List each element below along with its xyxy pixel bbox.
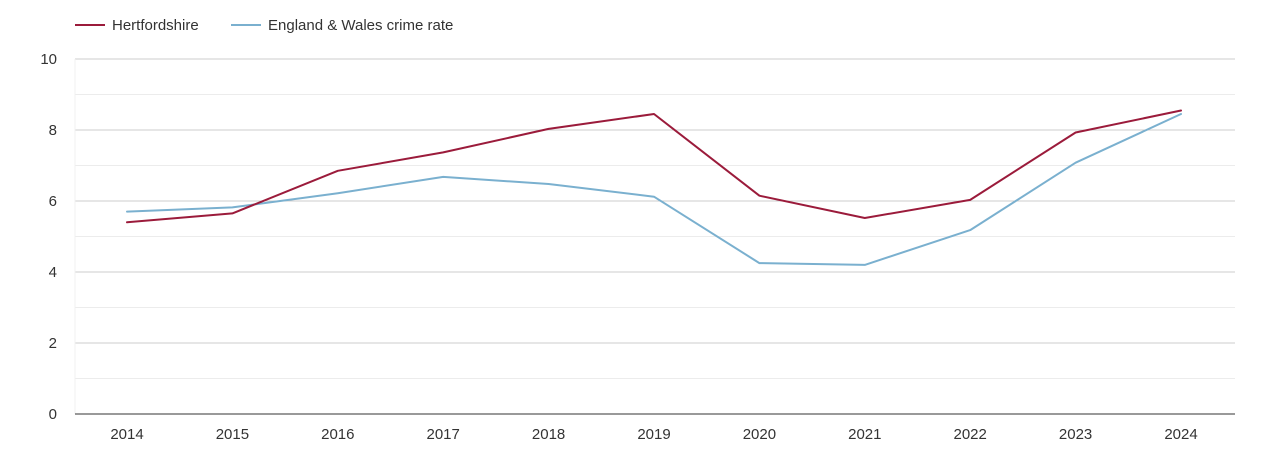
x-tick-label: 2014: [110, 426, 143, 443]
data-point: [548, 128, 550, 130]
data-point: [1180, 113, 1182, 115]
x-tick-label: 2015: [216, 426, 249, 443]
data-point: [337, 192, 339, 194]
x-tick-label: 2017: [427, 426, 460, 443]
data-point: [969, 229, 971, 231]
x-tick-label: 2020: [743, 426, 776, 443]
y-tick-label: 8: [49, 122, 57, 139]
data-point: [1180, 109, 1182, 111]
data-point: [864, 264, 866, 266]
data-point: [548, 183, 550, 185]
data-point: [1075, 131, 1077, 133]
data-point: [969, 199, 971, 201]
x-tick-label: 2021: [848, 426, 881, 443]
y-tick-label: 10: [40, 51, 57, 68]
legend: Hertfordshire England & Wales crime rate: [75, 17, 453, 34]
data-point: [126, 221, 128, 223]
data-point: [442, 176, 444, 178]
legend-label: England & Wales crime rate: [268, 17, 453, 34]
grid: [75, 58, 1235, 379]
series-line-0: [126, 109, 1182, 224]
series-line-1: [126, 113, 1182, 266]
data-point: [653, 113, 655, 115]
y-tick-label: 6: [49, 193, 57, 210]
axes: 0 2 4 6 8 10 2014 2015 2016 2017 2018 2019 2020 2021 2…: [40, 51, 1235, 443]
data-point: [758, 195, 760, 197]
data-point: [337, 170, 339, 172]
x-tick-label: 2024: [1164, 426, 1197, 443]
series-lines: [126, 109, 1182, 266]
data-point: [864, 217, 866, 219]
x-tick-label: 2019: [637, 426, 670, 443]
legend-label: Hertfordshire: [112, 17, 199, 34]
data-point: [126, 211, 128, 213]
data-point: [231, 206, 233, 208]
x-tick-label: 2022: [954, 426, 987, 443]
data-point: [653, 196, 655, 198]
x-tick-label: 2023: [1059, 426, 1092, 443]
x-tick-label: 2016: [321, 426, 354, 443]
y-tick-label: 2: [49, 335, 57, 352]
data-point: [758, 262, 760, 264]
x-tick-label: 2018: [532, 426, 565, 443]
y-tick-label: 4: [49, 264, 57, 281]
y-tick-label: 0: [49, 406, 57, 423]
data-point: [442, 151, 444, 153]
data-point: [1075, 162, 1077, 164]
data-point: [231, 212, 233, 214]
